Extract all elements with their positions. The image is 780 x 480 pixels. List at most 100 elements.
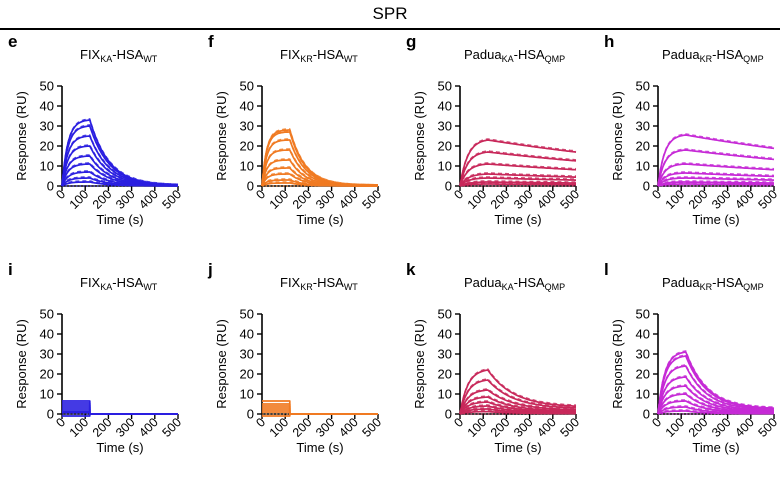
- chart-panel-e: e FIXKA-HSAWT 0 10 20 30 40 50 0 100 200 300 400 500 T…: [0, 30, 195, 252]
- series-line: [459, 379, 577, 415]
- x-tick-label: 300: [511, 187, 536, 212]
- x-tick-label: 0: [649, 415, 664, 430]
- x-tick-label: 100: [465, 187, 490, 212]
- series-fit-line: [657, 399, 774, 414]
- x-tick-label: 200: [686, 415, 711, 440]
- series-line: [657, 149, 775, 187]
- series-fit-line: [459, 172, 576, 186]
- series-line: [459, 173, 576, 187]
- series-fit-line: [261, 138, 378, 186]
- y-tick-label: 40: [240, 327, 254, 342]
- chart-title: FIXKA-HSAWT: [80, 275, 158, 292]
- y-tick-label: 30: [240, 119, 254, 134]
- y-tick-label: 30: [40, 119, 54, 134]
- series-line: [459, 369, 577, 415]
- series-fit-line: [459, 138, 577, 185]
- y-axis-label: Response (RU): [214, 319, 229, 409]
- chart-panel-j: j FIXKR-HSAWT 0 10 20 30 40 50 0 100 200 300 400 500 T…: [200, 258, 395, 480]
- x-tick-label: 300: [313, 187, 338, 212]
- series-fit-line: [657, 384, 775, 413]
- y-tick-label: 0: [643, 179, 650, 194]
- x-axis-label: Time (s): [494, 212, 541, 227]
- y-tick-label: 0: [445, 179, 452, 194]
- x-tick-label: 400: [336, 187, 361, 212]
- y-tick-label: 40: [240, 99, 254, 114]
- series-fit-line: [61, 176, 178, 186]
- series-line: [61, 181, 178, 187]
- y-tick-label: 10: [636, 387, 650, 402]
- x-tick-label: 500: [755, 187, 780, 212]
- y-tick-label: 20: [240, 139, 254, 154]
- series-fit-line: [61, 134, 179, 185]
- chart-title: FIXKR-HSAWT: [280, 275, 358, 292]
- x-tick-label: 100: [267, 187, 292, 212]
- series-fit-line: [459, 404, 576, 414]
- x-tick-label: 0: [253, 187, 268, 202]
- x-tick-label: 500: [359, 415, 384, 440]
- series-line: [62, 413, 178, 417]
- series-line: [459, 183, 576, 187]
- y-axis-label: Response (RU): [214, 91, 229, 181]
- figure-title: SPR: [372, 4, 408, 23]
- y-tick-label: 0: [47, 179, 54, 194]
- x-tick-label: 500: [359, 187, 384, 212]
- y-tick-label: 40: [636, 99, 650, 114]
- y-tick-label: 10: [240, 159, 254, 174]
- series-line: [459, 410, 576, 415]
- x-tick-label: 400: [336, 415, 361, 440]
- x-axis-label: Time (s): [692, 440, 739, 455]
- series-line: [657, 410, 774, 415]
- chart-title: PaduaKR-HSAQMP: [662, 275, 764, 292]
- y-tick-label: 50: [40, 307, 54, 322]
- y-tick-label: 20: [40, 367, 54, 382]
- series-fit-line: [459, 182, 576, 186]
- y-tick-label: 0: [643, 407, 650, 422]
- y-tick-label: 50: [438, 79, 452, 94]
- y-tick-label: 30: [40, 347, 54, 362]
- x-tick-label: 200: [90, 415, 115, 440]
- x-tick-label: 300: [113, 415, 138, 440]
- series-fit-line: [657, 364, 775, 413]
- x-tick-label: 500: [755, 415, 780, 440]
- y-axis-label: Response (RU): [610, 91, 625, 181]
- series-line: [657, 365, 775, 415]
- chart-panel-l: l PaduaKR-HSAQMP 0 10 20 30 40 50 0 100 200 300 400 5…: [596, 258, 780, 480]
- series-fit-line: [657, 405, 774, 414]
- y-tick-label: 10: [240, 387, 254, 402]
- y-tick-label: 40: [40, 99, 54, 114]
- chart-panel-k: k PaduaKA-HSAQMP 0 10 20 30 40 50 0 100 200 300 400 5…: [398, 258, 593, 480]
- series-fit-line: [459, 407, 576, 414]
- y-tick-label: 20: [438, 139, 452, 154]
- y-axis-label: Response (RU): [412, 319, 427, 409]
- x-tick-label: 500: [159, 415, 184, 440]
- series-fit-line: [459, 162, 577, 186]
- series-fit-line: [657, 392, 774, 414]
- series-line: [262, 407, 378, 415]
- series-line: [657, 163, 775, 187]
- panel-letter: e: [8, 32, 18, 51]
- series-fit-line: [459, 180, 576, 186]
- x-tick-label: 0: [451, 187, 466, 202]
- y-tick-label: 50: [636, 79, 650, 94]
- series-fit-line: [657, 171, 774, 186]
- y-tick-label: 10: [438, 159, 452, 174]
- x-tick-label: 300: [709, 187, 734, 212]
- chart-panel-f: f FIXKR-HSAWT 0 10 20 30 40 50 0 100 200 300 400 500 T…: [200, 30, 395, 252]
- y-tick-label: 10: [636, 159, 650, 174]
- series-line: [657, 134, 775, 187]
- y-tick-label: 0: [247, 407, 254, 422]
- y-tick-label: 50: [240, 307, 254, 322]
- y-tick-label: 30: [438, 347, 452, 362]
- chart-title: PaduaKA-HSAQMP: [464, 47, 566, 64]
- x-tick-label: 400: [534, 187, 559, 212]
- x-tick-label: 0: [451, 415, 466, 430]
- title-rule: [0, 28, 780, 30]
- x-tick-label: 200: [290, 415, 315, 440]
- series-fit-line: [657, 133, 775, 185]
- panel-letter: f: [208, 32, 214, 51]
- series-fit-line: [657, 162, 775, 185]
- panel-letter: i: [8, 260, 13, 279]
